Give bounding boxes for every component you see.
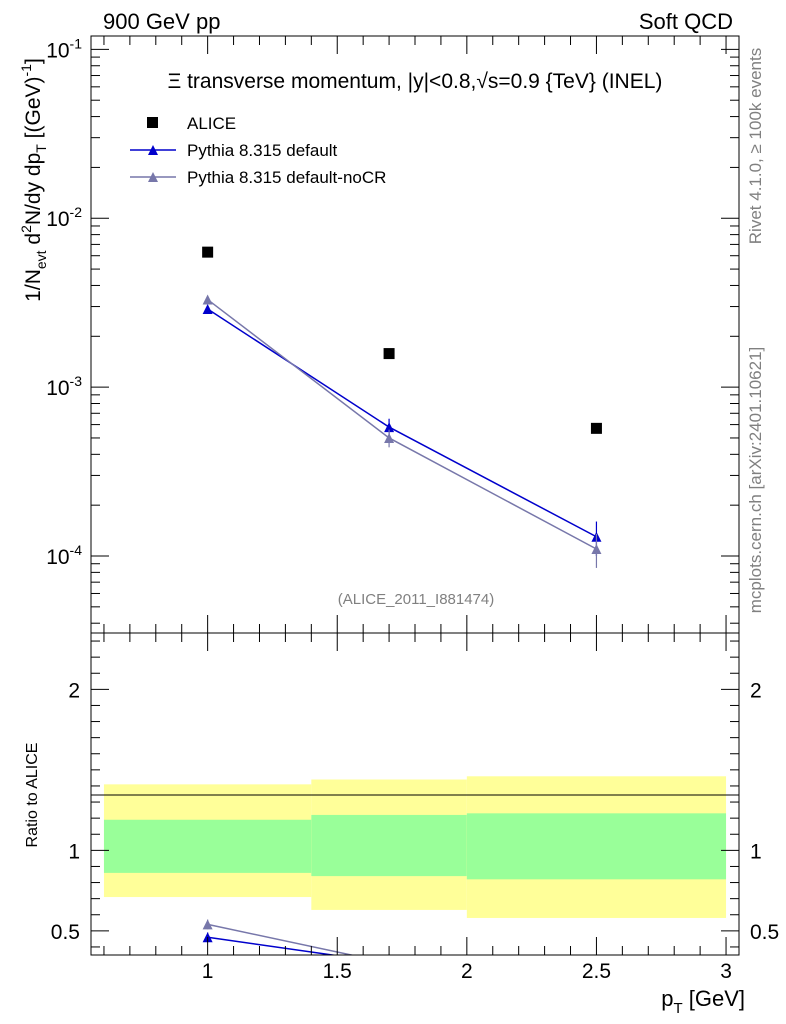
legend-marker-alice	[147, 117, 158, 128]
data-point	[591, 544, 602, 555]
ratio-y-tick-label: 2	[68, 679, 80, 702]
ratio-series-line	[207, 923, 355, 955]
data-point	[384, 422, 395, 433]
main-ylabel: 1/Nevt d2N/dy dpT [(GeV)-1]	[18, 58, 49, 302]
uncertainty-band-green	[466, 813, 727, 880]
ratio-y-tick-label-right: 1	[750, 840, 762, 863]
header-left: 900 GeV pp	[103, 9, 220, 34]
x-tick-label: 1.5	[323, 960, 352, 983]
uncertainty-band-green	[311, 814, 467, 877]
uncertainty-band-green	[103, 819, 312, 873]
x-tick-label: 2	[461, 960, 473, 983]
analysis-annotation: (ALICE_2011_I881474)	[338, 591, 495, 608]
y-tick-label: 10-1	[46, 35, 82, 62]
data-point	[202, 294, 213, 305]
ratio-bands	[103, 776, 727, 918]
x-tick-label: 2.5	[582, 960, 611, 983]
ratio-ylabel: Ratio to ALICE	[24, 743, 41, 848]
x-tick-label: 1	[202, 960, 214, 983]
ratio-y-tick-label-right: 0.5	[750, 921, 779, 944]
header-right: Soft QCD	[639, 9, 733, 34]
y-tick-label: 10-4	[46, 542, 82, 569]
ratio-ticks: 0.5 0.5 1 1 2 2 1 1.5 2 2.5 3	[51, 633, 779, 983]
plot-title: Ξ transverse momentum, |y|<0.8,√s=0.9 {T…	[168, 70, 663, 93]
data-point	[202, 304, 213, 315]
ratio-y-tick-label: 0.5	[51, 921, 80, 944]
mcplots-label: mcplots.cern.ch [arXiv:2401.10621]	[746, 347, 765, 613]
rivet-label: Rivet 4.1.0, ≥ 100k events	[746, 48, 765, 244]
ratio-series-line	[207, 936, 338, 955]
series-line	[207, 298, 597, 550]
legend-label-default: Pythia 8.315 default	[187, 141, 338, 160]
x-tick-label: 3	[720, 960, 732, 983]
ratio-series	[202, 919, 394, 968]
ratio-panel: 0.5 0.5 1 1 2 2 1 1.5 2 2.5 3 Ratio to ALICE pT [G…	[24, 632, 779, 1017]
ratio-point	[384, 958, 394, 968]
legend: ALICE Pythia 8.315 default Pythia 8.315 …	[130, 114, 386, 187]
main-panel: 10-4 10-3 10-2 10-1 Ξ transverse momentum, …	[18, 35, 740, 634]
main-ticks: 10-4 10-3 10-2 10-1	[46, 35, 739, 633]
legend-label-nocr: Pythia 8.315 default-noCR	[187, 168, 386, 187]
y-tick-label: 10-2	[46, 204, 82, 231]
data-point	[383, 348, 395, 360]
legend-label-alice: ALICE	[187, 114, 236, 133]
main-series	[202, 246, 602, 568]
x-axis-label: pT [GeV]	[661, 986, 745, 1017]
ratio-y-tick-label-right: 2	[750, 679, 762, 702]
ratio-point	[202, 919, 213, 930]
legend-marker-nocr	[148, 172, 158, 182]
y-tick-label: 10-3	[46, 373, 82, 400]
data-point	[202, 246, 214, 258]
legend-marker-default	[148, 145, 158, 155]
data-point	[384, 432, 395, 443]
ratio-y-tick-label: 1	[68, 840, 80, 863]
data-point	[590, 422, 602, 434]
ratio-point	[384, 958, 394, 968]
